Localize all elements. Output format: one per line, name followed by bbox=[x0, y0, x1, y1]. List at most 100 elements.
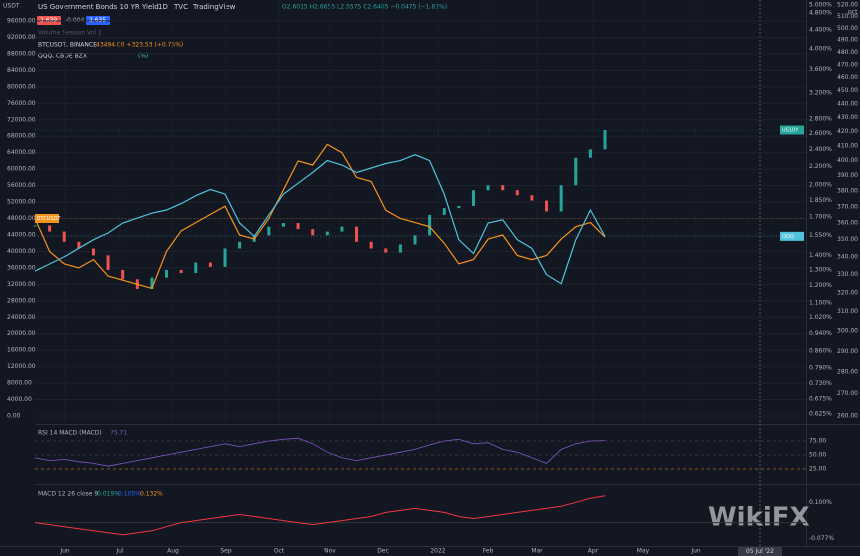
y-tick-label: 40000.00 bbox=[7, 248, 36, 255]
candle bbox=[413, 235, 417, 245]
series-badge bbox=[35, 214, 59, 223]
y-tick-label: 5.000% bbox=[809, 2, 832, 9]
y-tick-label: 400.00 bbox=[837, 157, 858, 164]
symbol-title[interactable]: US Government Bonds 10 YR Yield bbox=[38, 3, 159, 11]
x-tick-label: Mar bbox=[531, 548, 543, 555]
candle bbox=[325, 231, 329, 236]
y-tick-label: 88000.00 bbox=[7, 50, 36, 57]
candle bbox=[369, 241, 373, 249]
qqq-legend: QQQ, CBOE BZX bbox=[38, 53, 87, 60]
candle bbox=[559, 185, 563, 212]
y-tick-label: 1.700% bbox=[809, 214, 832, 221]
y-tick-label: 460.00 bbox=[837, 74, 858, 81]
candle bbox=[77, 241, 81, 249]
y-tick-label: 3.600% bbox=[809, 66, 832, 73]
y-tick-label: 2.200% bbox=[809, 163, 832, 170]
y-tick-label: 320.00 bbox=[837, 289, 858, 296]
y-tick-label: 520.00 bbox=[837, 2, 858, 9]
y-tick-label: 450.00 bbox=[837, 87, 858, 94]
y-tick-label: 80000.00 bbox=[7, 83, 36, 90]
y-tick-label: 1.850% bbox=[809, 197, 832, 204]
y-tick-label: 0.940% bbox=[809, 330, 832, 337]
y-tick-label: 4.000% bbox=[809, 45, 832, 52]
btc-legend: BTCUSDT, BINANCE bbox=[38, 42, 97, 49]
candle bbox=[457, 205, 461, 209]
candle bbox=[311, 229, 315, 236]
candle bbox=[62, 231, 66, 242]
y-tick-label: 3.200% bbox=[809, 89, 832, 96]
y-tick-label: 1.400% bbox=[809, 252, 832, 259]
candle bbox=[48, 225, 52, 232]
candle bbox=[223, 248, 227, 267]
y-tick-label: 44000.00 bbox=[7, 231, 36, 238]
ohlc: O2.6015 H2.6655 L2.5575 C2.6485 −0.0475 … bbox=[282, 4, 447, 11]
x-tick-label: Oct bbox=[274, 548, 285, 555]
y-tick-label: 1.300% bbox=[809, 266, 832, 273]
btc-quote: 43494.00 +323.53 (+0.75%) bbox=[96, 42, 183, 49]
y-tick-label: 84000.00 bbox=[7, 67, 36, 74]
candle bbox=[501, 185, 505, 191]
y-tick-label: 76000.00 bbox=[7, 100, 36, 107]
x-tick-label: Nov bbox=[324, 548, 336, 555]
candle bbox=[603, 129, 607, 150]
candle bbox=[150, 277, 154, 290]
volume-legend: Volume Session Vol 2 bbox=[38, 30, 102, 37]
candle bbox=[574, 157, 578, 186]
y-tick-label: 430.00 bbox=[837, 114, 858, 121]
x-tick-label: 2022 bbox=[430, 548, 445, 555]
y-tick-label: 56000.00 bbox=[7, 182, 36, 189]
series-badge-label[interactable]: QQQ bbox=[782, 234, 794, 240]
y-tick-label: 470.00 bbox=[837, 61, 858, 68]
candle bbox=[545, 200, 549, 212]
y-tick-label: 270.00 bbox=[837, 390, 858, 397]
y-tick-label: 0.730% bbox=[809, 380, 832, 387]
candle bbox=[33, 225, 37, 227]
price-line bbox=[34, 154, 606, 285]
y-tick-label: 8000.00 bbox=[7, 380, 32, 387]
y-tick-label: 0.100% bbox=[809, 499, 832, 506]
y-tick-label: 440.00 bbox=[837, 101, 858, 108]
candle bbox=[588, 149, 592, 158]
source: TVC bbox=[173, 3, 188, 11]
candle bbox=[267, 226, 271, 236]
y-tick-label: 0.00 bbox=[7, 413, 21, 420]
y-tick-label: 12000.00 bbox=[7, 363, 36, 370]
y-tick-label: 420.00 bbox=[837, 128, 858, 135]
y-tick-label: 1.200% bbox=[809, 282, 832, 289]
macd-reading: 0.132% bbox=[140, 491, 163, 498]
y-tick-label: 32000.00 bbox=[7, 281, 36, 288]
candle bbox=[355, 226, 359, 242]
x-tick-label: Feb bbox=[483, 548, 494, 555]
y-tick-label: -0.077% bbox=[809, 535, 834, 542]
candle bbox=[194, 262, 198, 274]
y-tick-label: 380.00 bbox=[837, 187, 858, 194]
y-tick-label: 60000.00 bbox=[7, 166, 36, 173]
y-tick-label: 310.00 bbox=[837, 308, 858, 315]
macd-reading: 0.105% bbox=[118, 491, 141, 498]
date-badge-label: 05 Jul '22 bbox=[746, 548, 774, 555]
y-tick-label: 300.00 bbox=[837, 328, 858, 335]
series-badge-label[interactable]: US10Y bbox=[782, 127, 799, 133]
x-tick-label: Sep bbox=[220, 548, 232, 555]
candle bbox=[471, 190, 475, 206]
y-tick-label: 0.625% bbox=[809, 411, 832, 418]
y-tick-label: 1.550% bbox=[809, 232, 832, 239]
candle bbox=[515, 190, 519, 196]
y-tick-label: 0.675% bbox=[809, 395, 832, 402]
y-tick-label: 72000.00 bbox=[7, 116, 36, 123]
series-badge bbox=[780, 125, 804, 135]
left-unit[interactable]: USDT bbox=[3, 3, 20, 10]
candle bbox=[384, 248, 388, 253]
y-tick-label: 340.00 bbox=[837, 253, 858, 260]
y-tick-label: 410.00 bbox=[837, 142, 858, 149]
y-tick-label: 0.790% bbox=[809, 364, 832, 371]
y-tick-label: 2.400% bbox=[809, 146, 832, 153]
x-tick-label: Jul bbox=[115, 548, 124, 555]
x-tick-label: Dec bbox=[377, 548, 389, 555]
series-badge-label[interactable]: BTCUSDT bbox=[37, 216, 61, 222]
y-tick-label: 25.00 bbox=[809, 466, 826, 473]
y-tick-label: 330.00 bbox=[837, 271, 858, 278]
y-tick-label: 350.00 bbox=[837, 236, 858, 243]
y-tick-label: 4.800% bbox=[809, 10, 832, 17]
